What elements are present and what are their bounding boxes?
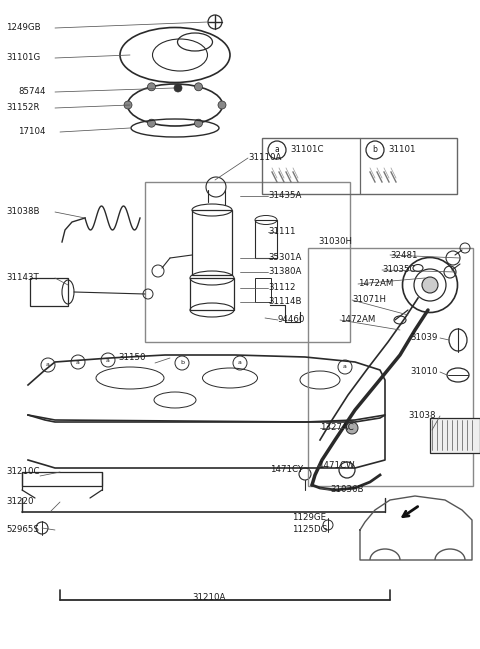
Text: 1249GB: 1249GB [6,23,41,32]
Text: a: a [46,363,50,367]
Text: b: b [180,360,184,365]
Text: 35301A: 35301A [268,254,301,262]
Text: 31010: 31010 [410,367,437,376]
Text: 31101G: 31101G [6,53,40,62]
Text: 31036B: 31036B [330,485,363,495]
Text: 31152R: 31152R [6,103,39,112]
Circle shape [194,119,203,127]
Text: 1471CW: 1471CW [318,461,355,471]
Circle shape [346,422,358,434]
Text: 31210A: 31210A [192,593,226,602]
Text: 31112: 31112 [268,284,296,293]
Circle shape [147,83,156,91]
Text: 31220: 31220 [6,498,34,506]
Text: 31210C: 31210C [6,467,39,476]
Circle shape [147,119,156,127]
Text: 31111: 31111 [268,228,296,236]
Bar [192,210,232,275]
Text: 85744: 85744 [18,88,46,97]
Text: 31038: 31038 [408,411,435,421]
Text: 31030H: 31030H [318,238,352,247]
Bar [262,138,457,194]
Text: 52965S: 52965S [6,526,39,535]
Text: 31038B: 31038B [6,208,39,217]
Bar [430,418,480,453]
Text: 31435A: 31435A [268,191,301,201]
Text: 94460: 94460 [278,315,305,324]
Ellipse shape [422,277,438,293]
Text: a: a [275,145,279,154]
Bar [255,220,277,258]
Text: a: a [238,360,242,365]
Text: 17104: 17104 [18,127,46,136]
Text: 31110A: 31110A [248,154,281,162]
Text: a: a [106,358,110,363]
Text: 31035C: 31035C [382,265,416,275]
Text: 31380A: 31380A [268,267,301,276]
Text: 31114B: 31114B [268,297,301,306]
Text: 31101: 31101 [388,145,416,154]
Bar [30,278,68,306]
Circle shape [218,101,226,109]
Text: 1472AM: 1472AM [340,315,375,324]
Text: a: a [76,360,80,365]
Bar [255,278,271,302]
Text: 1327AC: 1327AC [320,424,354,432]
Text: a: a [343,365,347,369]
Circle shape [124,101,132,109]
Text: 31071H: 31071H [352,295,386,304]
Text: 1471CY: 1471CY [270,465,303,474]
Text: 1129GE: 1129GE [292,513,326,522]
Text: 32481: 32481 [390,251,418,260]
Text: 31143T: 31143T [6,273,39,282]
Text: 1472AM: 1472AM [358,280,394,289]
Circle shape [194,83,203,91]
Text: 31039: 31039 [410,334,437,343]
Bar [22,472,102,486]
Bar [308,248,473,486]
Text: b: b [372,145,377,154]
Circle shape [174,84,182,92]
Bar [190,278,234,310]
Bar [145,182,350,342]
Text: 31101C: 31101C [290,145,324,154]
Text: 31150: 31150 [118,354,145,363]
Text: 1125DG: 1125DG [292,526,327,535]
